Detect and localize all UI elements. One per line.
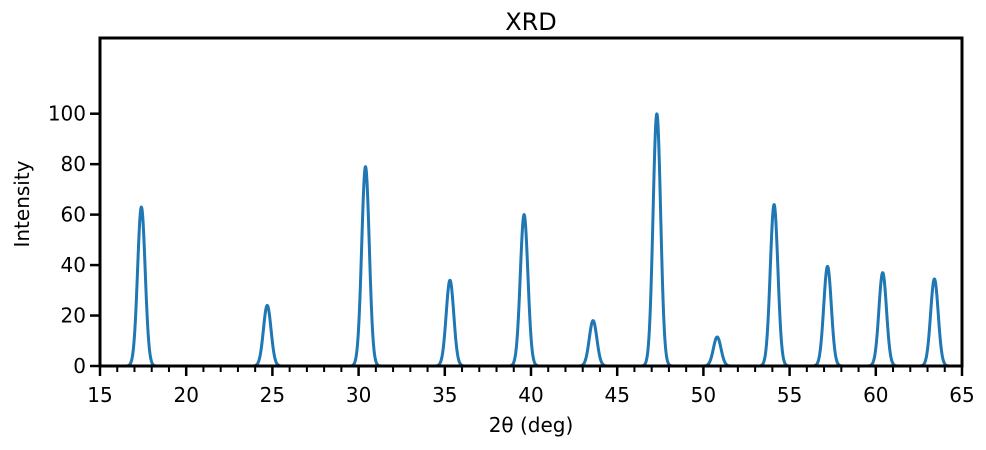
y-tick-label: 20 xyxy=(61,304,86,328)
x-tick-label: 30 xyxy=(346,383,371,407)
xrd-pattern-line xyxy=(98,112,964,368)
x-tick-label: 65 xyxy=(949,383,974,407)
y-tick-label: 60 xyxy=(61,203,86,227)
x-tick-label: 35 xyxy=(432,383,457,407)
x-axis-label: 2θ (deg) xyxy=(489,413,574,437)
plot-frame xyxy=(98,36,964,368)
tick-label-group: 15 20 25 30 35 40 45 50 55 60 65 0 20 40 60 80 100 xyxy=(48,102,975,407)
x-tick-label: 60 xyxy=(863,383,888,407)
x-tick-label: 20 xyxy=(173,383,198,407)
x-tick-label: 55 xyxy=(777,383,802,407)
y-tick-label: 40 xyxy=(61,253,86,277)
x-tick-label: 45 xyxy=(604,383,629,407)
chart-title: XRD xyxy=(505,8,557,36)
y-tick-label: 0 xyxy=(73,354,86,378)
x-tick-label: 50 xyxy=(691,383,716,407)
y-tick-label: 100 xyxy=(48,102,86,126)
x-tick-label: 40 xyxy=(518,383,543,407)
y-tick-label: 80 xyxy=(61,152,86,176)
x-tick-label: 15 xyxy=(87,383,112,407)
y-axis-label: Intensity xyxy=(10,160,34,247)
x-tick-label: 25 xyxy=(260,383,285,407)
